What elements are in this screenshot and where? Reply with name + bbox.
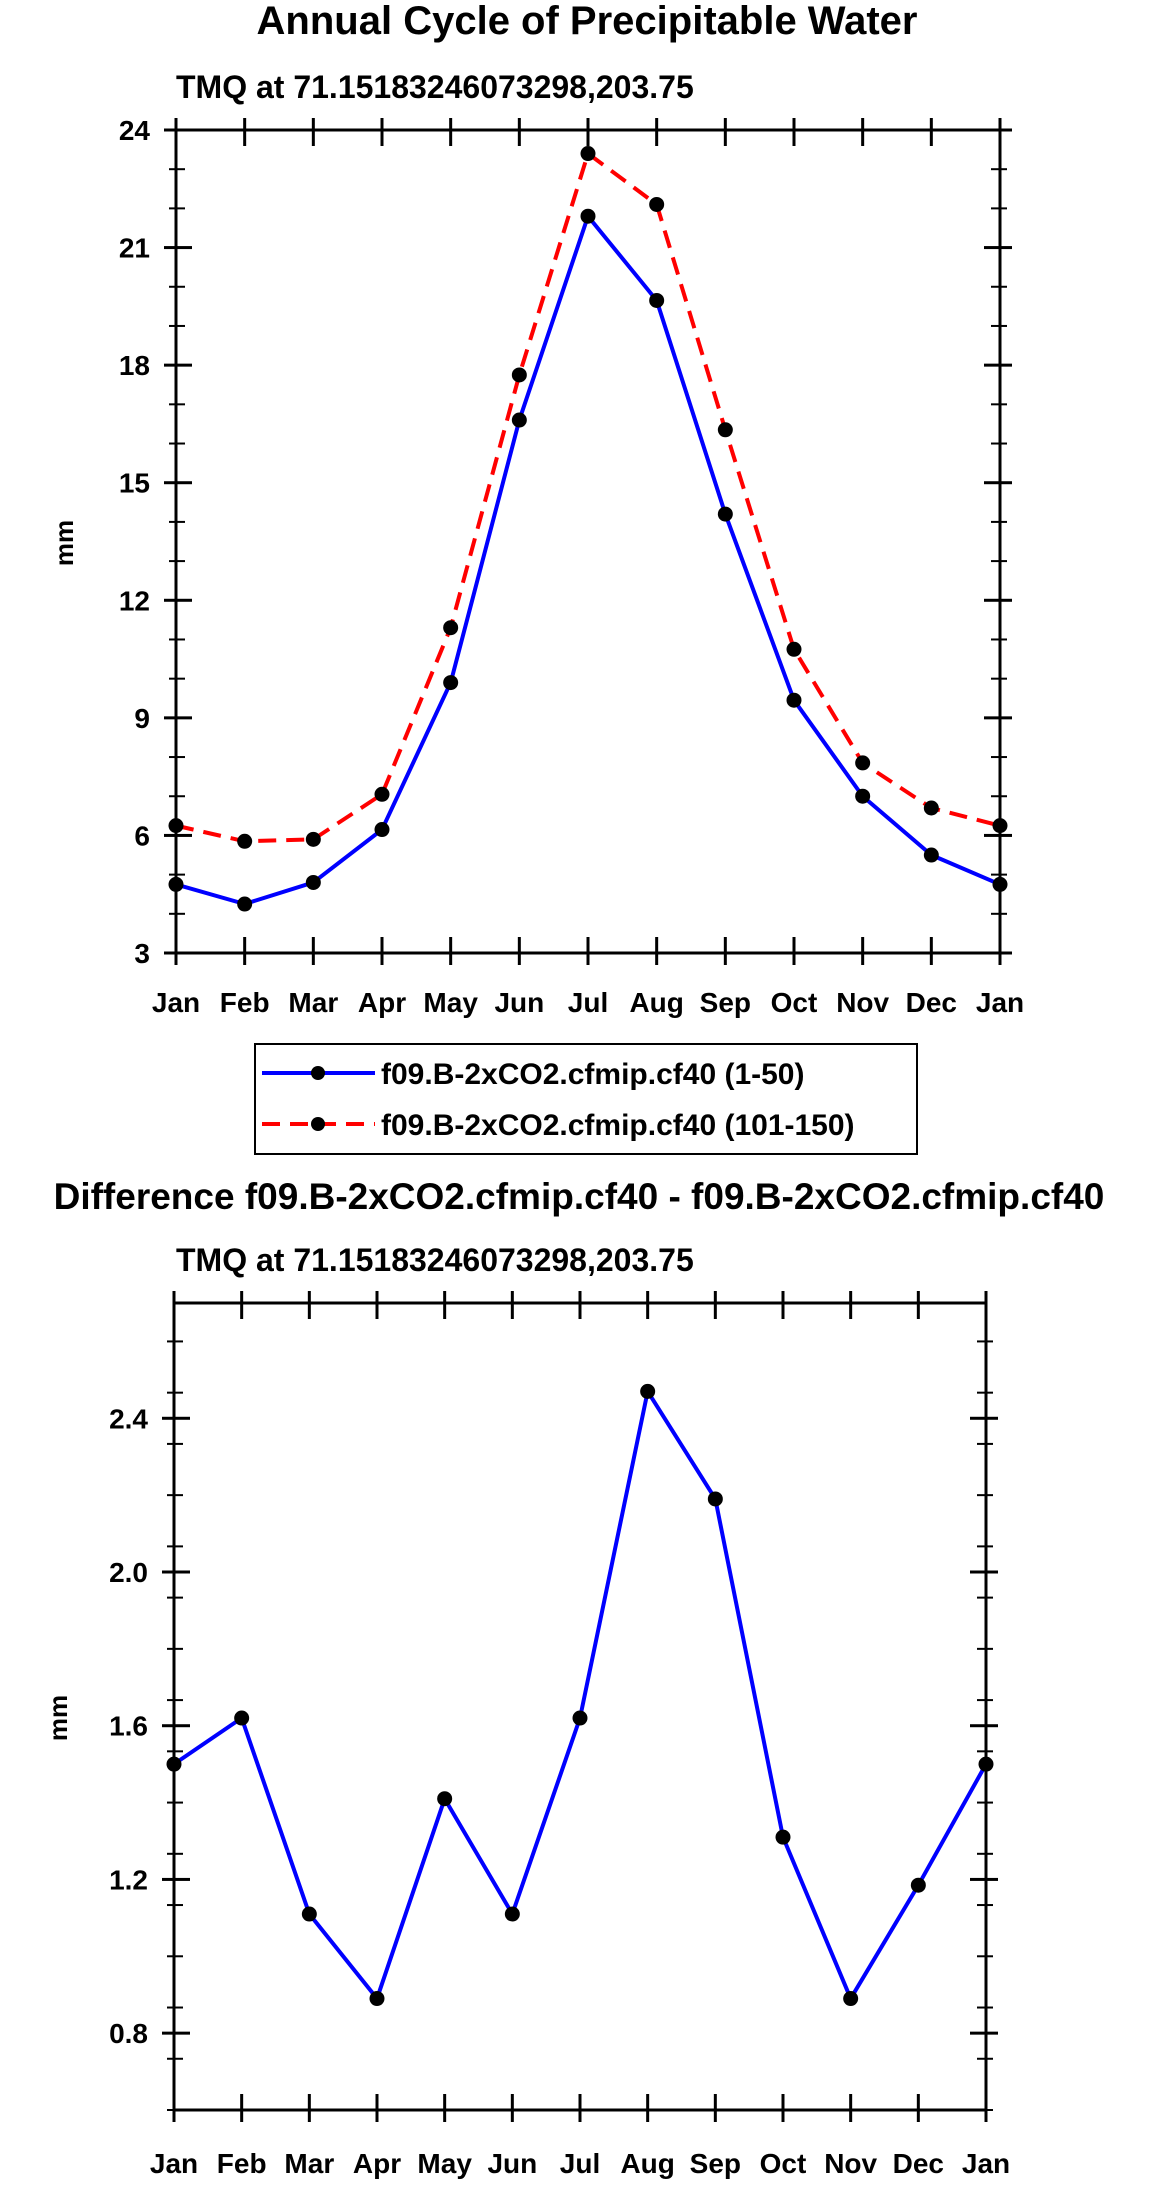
- chart2-plot-frame: [172, 1301, 988, 2112]
- legend-box: [254, 1043, 918, 1155]
- chart2-title: Difference f09.B-2xCO2.cfmip.cf40 - f09.…: [54, 1176, 1105, 1217]
- chart2-series-1-point: [572, 1710, 588, 1726]
- chart2-x-tick-label: Jul: [560, 2148, 600, 2179]
- chart2-x-tick-label: Mar: [284, 2148, 334, 2179]
- chart1-x-tick-label: Sep: [700, 987, 751, 1018]
- chart2-x-tick-label: May: [417, 2148, 472, 2179]
- chart1-series-1-point: [923, 847, 939, 863]
- chart1-x-tick-label: Jun: [494, 987, 544, 1018]
- chart1-y-tick-label: 18: [119, 350, 150, 381]
- chart1-subtitle: TMQ at 71.15183246073298,203.75: [176, 69, 694, 105]
- chart2-x-tick-label: Oct: [760, 2148, 807, 2179]
- chart1-y-axis-label: mm: [49, 520, 79, 566]
- chart2-y-tick-label: 2.0: [109, 1557, 148, 1588]
- chart1-series-1-point: [649, 292, 665, 308]
- legend-label-series-1: f09.B-2xCO2.cfmip.cf40 (1-50): [381, 1058, 805, 1091]
- chart2-series-1-point: [910, 1877, 926, 1893]
- chart2-series-1-point: [369, 1991, 385, 2007]
- chart1-series-1-point: [855, 788, 871, 804]
- chart2-series-1-point: [843, 1991, 859, 2007]
- legend-label-series-2: f09.B-2xCO2.cfmip.cf40 (101-150): [381, 1109, 855, 1142]
- chart1-x-tick-label: Oct: [771, 987, 818, 1018]
- chart1-series-1-point: [511, 412, 527, 428]
- chart1-x-tick-label: Apr: [358, 987, 406, 1018]
- chart1-series-1-point: [443, 675, 459, 691]
- chart2-y-tick-label: 2.4: [109, 1403, 148, 1434]
- chart1-x-tick-label: May: [423, 987, 478, 1018]
- chart1-series-2-point: [374, 786, 390, 802]
- chart1-y-tick-label: 24: [119, 115, 151, 146]
- chart2-x-tick-label: Dec: [893, 2148, 944, 2179]
- chart1-x-tick-label: Mar: [288, 987, 338, 1018]
- chart1-series-2-point: [786, 641, 802, 657]
- chart1-series-1-point: [786, 692, 802, 708]
- chart2-x-tick-label: Sep: [690, 2148, 741, 2179]
- chart1-y-tick-label: 21: [119, 233, 150, 264]
- chart1-series-1-point: [717, 506, 733, 522]
- chart-difference: Difference f09.B-2xCO2.cfmip.cf40 - f09.…: [43, 1176, 1104, 2179]
- chart1-y-tick-label: 15: [119, 468, 150, 499]
- chart2-series-1-point: [775, 1829, 791, 1845]
- chart1-legend: f09.B-2xCO2.cfmip.cf40 (1-50) f09.B-2xCO…: [254, 1043, 918, 1155]
- chart1-y-tick-label: 6: [134, 820, 150, 851]
- chart1-series-1-point: [580, 208, 596, 224]
- chart1-y-tick-label: 12: [119, 585, 150, 616]
- legend-marker-series-2: [311, 1117, 325, 1131]
- chart1-y-tick-label: 9: [134, 703, 150, 734]
- chart2-x-tick-label: Feb: [217, 2148, 267, 2179]
- chart2-x-tick-label: Nov: [824, 2148, 877, 2179]
- chart1-series-2-point: [580, 146, 596, 162]
- chart1-y-tick-label: 3: [134, 938, 150, 969]
- chart2-series-line-1: [172, 1389, 988, 2001]
- chart1-series-2-point: [305, 831, 321, 847]
- chart2-series-1-point: [707, 1491, 723, 1507]
- chart1-x-tick-label: Nov: [836, 987, 889, 1018]
- chart1-plot-frame: [174, 128, 1002, 955]
- chart1-x-tick-label: Jan: [976, 987, 1024, 1018]
- chart1-x-tick-label: Jan: [152, 987, 200, 1018]
- chart1-x-tick-label: Aug: [629, 987, 683, 1018]
- chart2-series-1-point: [437, 1791, 453, 1807]
- chart1-series-1-point: [237, 896, 253, 912]
- chart2-x-tick-label: Apr: [353, 2148, 401, 2179]
- chart2-series-1-point: [640, 1383, 656, 1399]
- chart1-series-2-point: [237, 833, 253, 849]
- chart2-x-tick-label: Jun: [487, 2148, 537, 2179]
- legend-marker-series-1: [311, 1066, 325, 1080]
- chart1-series-2-point: [855, 755, 871, 771]
- chart1-x-tick-label: Feb: [220, 987, 270, 1018]
- chart1-series-1-point: [374, 822, 390, 838]
- chart2-subtitle: TMQ at 71.15183246073298,203.75: [176, 1242, 694, 1278]
- chart1-series-2-point: [649, 196, 665, 212]
- chart2-x-tick-label: Jan: [150, 2148, 198, 2179]
- chart2-series-1-point: [234, 1710, 250, 1726]
- chart1-x-tick-label: Jul: [568, 987, 608, 1018]
- chart2-series-1-point: [504, 1906, 520, 1922]
- chart2-y-tick-label: 1.6: [109, 1711, 148, 1742]
- chart1-series-2-point: [923, 800, 939, 816]
- chart1-series-line-2: [175, 151, 1001, 844]
- chart1-series-2-point: [511, 367, 527, 383]
- chart2-x-tick-label: Aug: [620, 2148, 674, 2179]
- chart1-title: Annual Cycle of Precipitable Water: [257, 0, 918, 43]
- chart1-series-2-point: [717, 422, 733, 438]
- chart2-y-tick-label: 0.8: [109, 2018, 148, 2049]
- chart1-series-line-1: [175, 214, 1001, 907]
- chart1-series-2-point: [443, 620, 459, 636]
- chart2-series-1-point: [301, 1906, 317, 1922]
- chart1-series-1-point: [305, 874, 321, 890]
- chart-annual-cycle: Annual Cycle of Precipitable Water TMQ a…: [49, 0, 1024, 1018]
- chart2-y-tick-label: 1.2: [109, 1864, 148, 1895]
- chart1-x-tick-label: Dec: [906, 987, 957, 1018]
- chart2-y-axis-label: mm: [43, 1695, 73, 1741]
- chart2-x-tick-label: Jan: [962, 2148, 1010, 2179]
